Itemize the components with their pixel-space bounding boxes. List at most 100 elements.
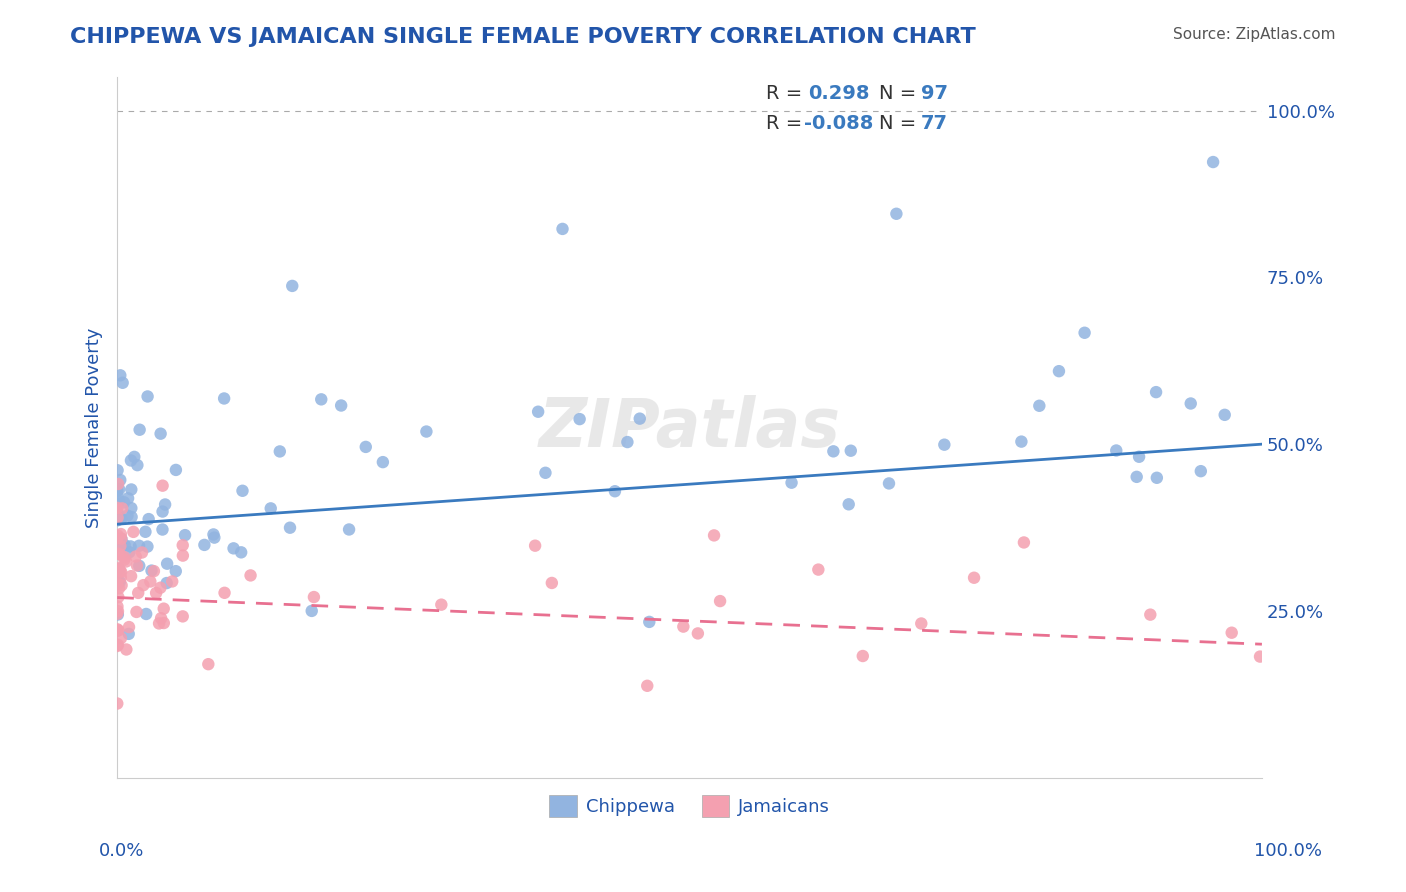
Point — [121, 510, 143, 524]
Point — [107, 463, 129, 477]
Point — [114, 538, 136, 552]
Point — [1139, 607, 1161, 622]
Point — [108, 564, 131, 578]
Point — [371, 455, 394, 469]
Point — [780, 475, 803, 490]
Point — [110, 565, 132, 579]
Text: -0.088: -0.088 — [804, 113, 873, 133]
Text: N =: N = — [879, 113, 915, 133]
Point — [281, 279, 304, 293]
Point — [110, 473, 132, 487]
Point — [963, 571, 986, 585]
Point — [145, 586, 167, 600]
Point — [110, 532, 132, 546]
Point — [636, 679, 658, 693]
Point — [134, 524, 156, 539]
Point — [136, 540, 159, 554]
Point — [260, 501, 283, 516]
Point — [105, 483, 128, 498]
Point — [174, 528, 197, 542]
Point — [142, 564, 165, 578]
Point — [107, 477, 129, 491]
Point — [127, 586, 149, 600]
Point — [1213, 408, 1236, 422]
Point — [111, 501, 134, 516]
Point — [616, 435, 638, 450]
Point — [107, 562, 129, 576]
Point — [527, 405, 550, 419]
Point — [107, 590, 129, 604]
Text: CHIPPEWA VS JAMAICAN SINGLE FEMALE POVERTY CORRELATION CHART: CHIPPEWA VS JAMAICAN SINGLE FEMALE POVER… — [70, 27, 976, 46]
Point — [105, 697, 128, 711]
Point — [107, 599, 129, 614]
Point — [301, 604, 323, 618]
Point — [138, 512, 160, 526]
Text: 100.0%: 100.0% — [1254, 842, 1322, 860]
Point — [152, 601, 174, 615]
Point — [165, 463, 187, 477]
Point — [127, 458, 149, 472]
Point — [807, 563, 830, 577]
Point — [149, 426, 172, 441]
Point — [128, 423, 150, 437]
Point — [156, 557, 179, 571]
Point — [172, 549, 194, 563]
Point — [193, 538, 215, 552]
Point — [172, 538, 194, 552]
Point — [141, 564, 163, 578]
Point — [120, 453, 142, 467]
Point — [197, 657, 219, 672]
Point — [1249, 649, 1271, 664]
Point — [124, 450, 146, 464]
Point — [105, 497, 128, 511]
Point — [107, 508, 129, 523]
Point — [628, 411, 651, 425]
Point — [1105, 443, 1128, 458]
Point — [122, 524, 145, 539]
Point — [551, 222, 574, 236]
Point — [110, 512, 132, 526]
Point — [910, 616, 932, 631]
Point — [135, 607, 157, 621]
Point — [105, 624, 128, 638]
Point — [430, 598, 453, 612]
Point — [110, 532, 132, 546]
Text: R =: R = — [766, 113, 803, 133]
Point — [136, 389, 159, 403]
Point — [1010, 434, 1032, 449]
Point — [302, 590, 325, 604]
Point — [172, 609, 194, 624]
Point — [149, 581, 172, 595]
Point — [1125, 470, 1147, 484]
Point — [120, 540, 142, 554]
Point — [131, 545, 153, 559]
Point — [524, 539, 547, 553]
Text: N =: N = — [879, 84, 915, 103]
Point — [1202, 155, 1225, 169]
Point — [120, 483, 142, 497]
Point — [877, 476, 900, 491]
Point — [105, 505, 128, 519]
Point — [128, 539, 150, 553]
Point — [105, 639, 128, 653]
Point — [120, 501, 142, 516]
Text: 97: 97 — [921, 84, 948, 103]
Point — [1128, 450, 1150, 464]
Point — [1189, 464, 1212, 478]
Point — [152, 523, 174, 537]
Point — [105, 500, 128, 515]
Point — [239, 568, 262, 582]
Point — [638, 615, 661, 629]
Point — [110, 570, 132, 584]
Point — [202, 527, 225, 541]
Point — [165, 564, 187, 578]
Point — [160, 574, 183, 589]
Point — [534, 466, 557, 480]
Point — [105, 576, 128, 591]
Point — [110, 536, 132, 550]
Point — [838, 497, 860, 511]
Point — [1028, 399, 1050, 413]
Point — [105, 607, 128, 621]
Point — [110, 578, 132, 592]
Point — [120, 569, 142, 583]
